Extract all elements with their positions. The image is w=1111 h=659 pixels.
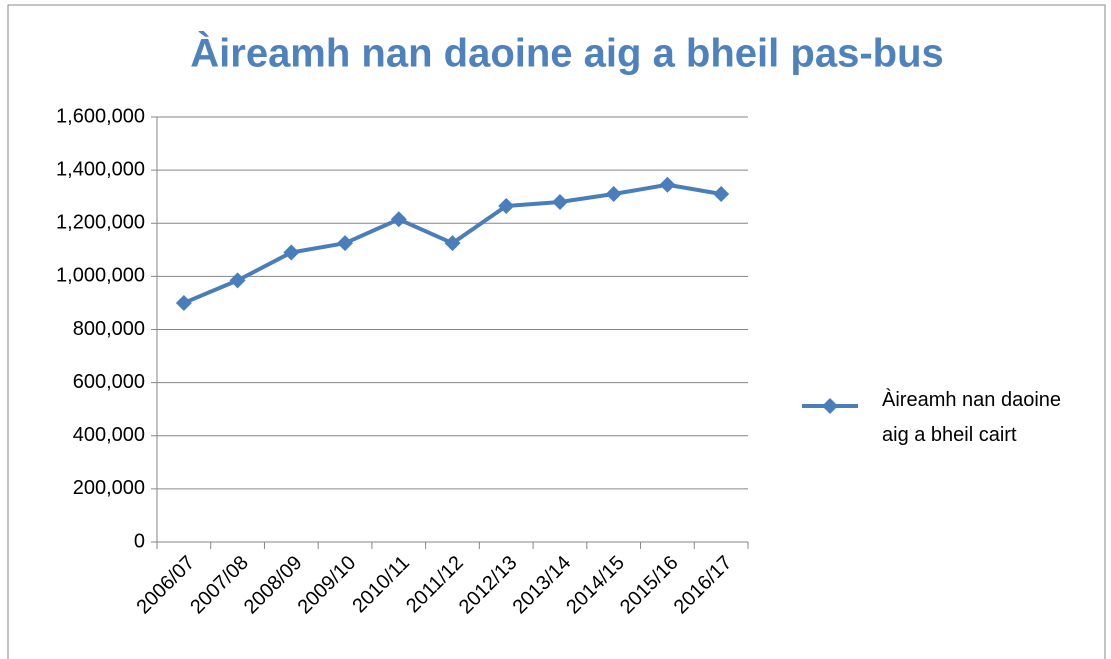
data-point bbox=[337, 235, 354, 252]
y-tick-label: 1,400,000 bbox=[56, 158, 145, 180]
y-tick-label: 1,200,000 bbox=[56, 212, 145, 234]
chart-title: Àireamh nan daoine aig a bheil pas-bus bbox=[190, 31, 944, 76]
x-tick-label: 2007/08 bbox=[186, 552, 253, 619]
y-tick-label: 800,000 bbox=[73, 318, 145, 340]
x-tick-label: 2015/16 bbox=[616, 552, 683, 619]
data-point bbox=[713, 186, 730, 203]
y-tick-label: 1,600,000 bbox=[56, 105, 145, 127]
data-point bbox=[175, 294, 192, 311]
data-point bbox=[659, 176, 676, 193]
legend-label: Àireamh nan daoine aig a bheil cairt bbox=[882, 389, 1062, 446]
y-tick-label: 0 bbox=[134, 530, 145, 552]
x-tick-label: 2010/11 bbox=[348, 552, 414, 618]
legend-marker bbox=[822, 398, 838, 414]
data-point bbox=[390, 211, 407, 228]
data-point bbox=[283, 244, 300, 261]
y-tick-label: 400,000 bbox=[73, 424, 145, 446]
x-tick-label: 2016/17 bbox=[670, 552, 737, 619]
x-tick-label: 2009/10 bbox=[294, 552, 361, 619]
x-tick-label: 2008/09 bbox=[240, 552, 307, 619]
x-tick-label: 2012/13 bbox=[455, 552, 522, 619]
x-tick-label: 2006/07 bbox=[132, 552, 199, 619]
data-point bbox=[498, 197, 515, 214]
x-tick-label: 2014/15 bbox=[562, 552, 629, 619]
x-tick-label: 2013/14 bbox=[509, 552, 576, 619]
y-tick-label: 600,000 bbox=[73, 371, 145, 393]
data-point bbox=[444, 235, 461, 252]
x-tick-label: 2011/12 bbox=[402, 552, 468, 618]
data-point bbox=[229, 272, 246, 289]
y-tick-label: 200,000 bbox=[73, 477, 145, 499]
data-point bbox=[551, 194, 568, 210]
data-point bbox=[605, 186, 622, 203]
y-tick-label: 1,000,000 bbox=[56, 265, 145, 287]
chart-frame bbox=[7, 4, 1106, 659]
